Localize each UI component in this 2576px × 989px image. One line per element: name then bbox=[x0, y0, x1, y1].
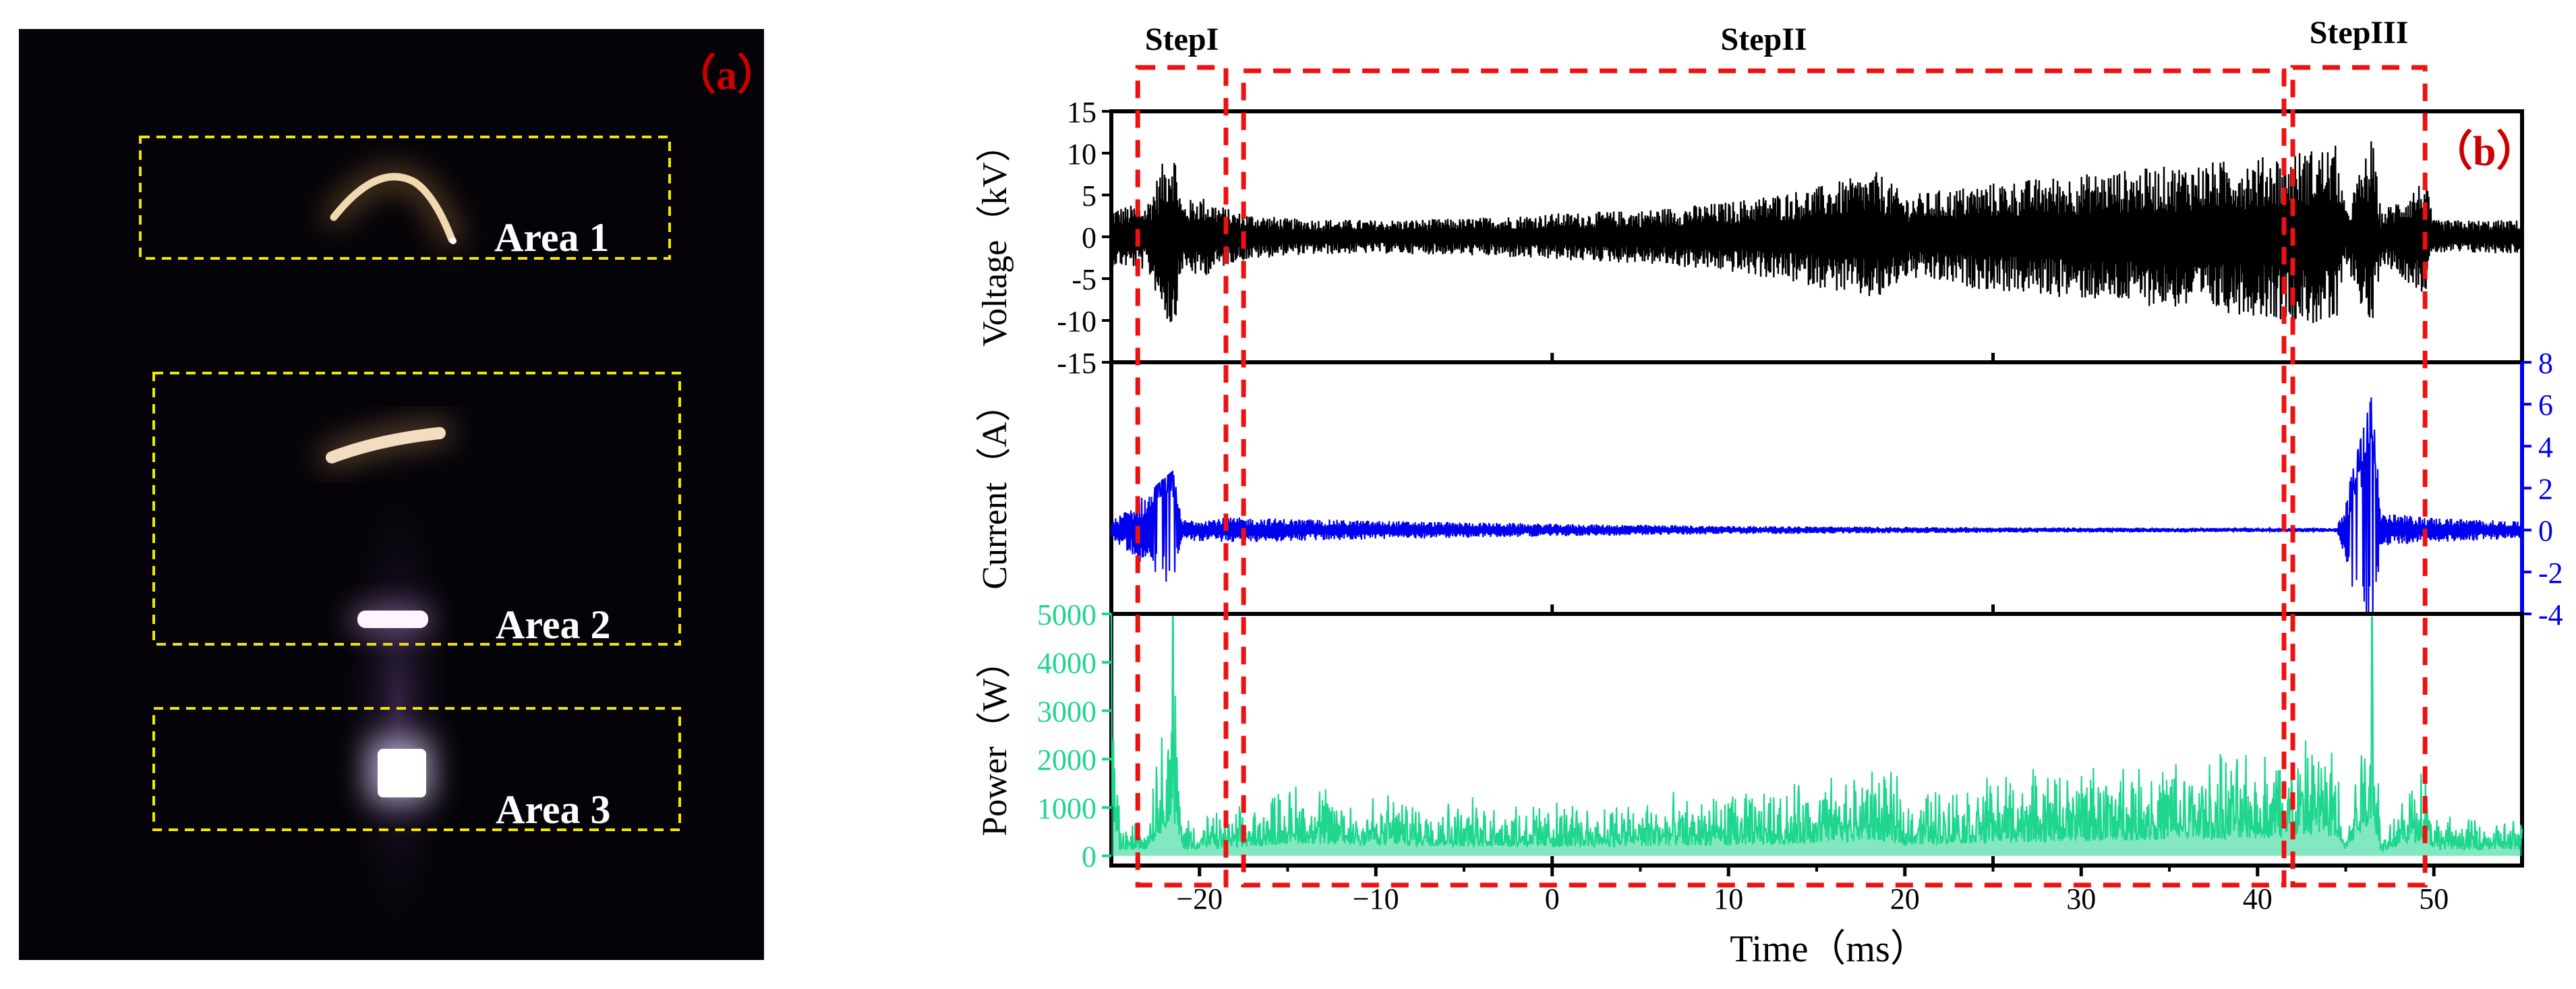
x-axis-tick-label: 30 bbox=[2066, 882, 2096, 915]
panel-a-label: （a） bbox=[674, 51, 779, 98]
voltage-series-line bbox=[1110, 141, 2523, 323]
voltage-ytick-label: -15 bbox=[1057, 347, 1096, 380]
panel-b-label: （b） bbox=[2431, 128, 2538, 175]
power-series-line bbox=[1110, 613, 2523, 853]
area-2-lower-spot bbox=[357, 611, 428, 628]
voltage-ytick-label: -10 bbox=[1057, 305, 1096, 338]
x-axis-tick-label: −20 bbox=[1176, 882, 1223, 915]
step-box-1 bbox=[1135, 65, 1229, 888]
voltage-ytick-label: 10 bbox=[1067, 138, 1096, 171]
current-ytick-label: 0 bbox=[2538, 515, 2553, 548]
step-label-2: StepII bbox=[1721, 22, 1807, 57]
area-3-box bbox=[152, 707, 681, 831]
current-ytick-label: 4 bbox=[2538, 430, 2553, 463]
step-label-1: StepI bbox=[1145, 22, 1219, 57]
x-axis-tick-label: 20 bbox=[1890, 882, 1920, 915]
power-ytick-label: 1000 bbox=[1037, 792, 1096, 825]
area-3-label: Area 3 bbox=[496, 787, 611, 832]
x-axis-tick-label: 0 bbox=[1545, 882, 1560, 915]
current-ytick-label: 6 bbox=[2538, 389, 2553, 422]
current-ytick-label: -4 bbox=[2538, 598, 2563, 631]
power-ylabel: Power（W） bbox=[976, 644, 1014, 837]
current-series-line bbox=[1110, 397, 2523, 615]
area-2-arc-icon bbox=[326, 427, 446, 463]
step-box-3 bbox=[2290, 65, 2428, 888]
area-1-arc-icon bbox=[330, 173, 456, 244]
area-2-box bbox=[152, 372, 681, 646]
area-2-label: Area 2 bbox=[496, 602, 611, 647]
voltage-subplot: 15 10 5 0 -5 -10 -15 Voltage（kV） bbox=[976, 96, 2524, 380]
power-ytick-label: 3000 bbox=[1037, 695, 1096, 728]
area-3-spot bbox=[378, 749, 426, 797]
x-axis-tick-label: 40 bbox=[2243, 882, 2273, 915]
current-ylabel: Current（A） bbox=[976, 387, 1014, 589]
area-1-box bbox=[139, 136, 671, 260]
power-subplot: 5000 4000 3000 2000 1000 0 Power（W） bbox=[976, 598, 2524, 874]
panel-b-chart: 151050-5-10-15Voltage（kV）86420-2-4Curren… bbox=[976, 15, 2563, 970]
power-ytick-label: 2000 bbox=[1037, 743, 1096, 776]
current-plot-frame bbox=[1109, 360, 2524, 616]
area-1-label: Area 1 bbox=[494, 215, 610, 260]
panel-a-photo: Area 1 Area 2 Area 3 （a） bbox=[19, 29, 779, 965]
x-axis-tick-label: −10 bbox=[1353, 882, 1399, 915]
current-ytick-label: -2 bbox=[2538, 557, 2563, 590]
current-subplot: 8 6 4 2 0 -2 -4 Current（A） bbox=[976, 347, 2563, 631]
step-box-2 bbox=[1241, 68, 2287, 888]
power-ytick-label: 5000 bbox=[1037, 598, 1096, 631]
voltage-ytick-label: 15 bbox=[1067, 96, 1096, 129]
current-ytick-label: 2 bbox=[2538, 473, 2553, 506]
voltage-ytick-label: -5 bbox=[1072, 263, 1096, 296]
power-ytick-label: 4000 bbox=[1037, 647, 1096, 680]
x-axis-label: Time（ms） bbox=[1730, 928, 1928, 970]
x-axis-tick-label: 10 bbox=[1714, 882, 1743, 915]
step-label-3: StepIII bbox=[2310, 15, 2409, 51]
voltage-ytick-label: 5 bbox=[1082, 179, 1096, 213]
voltage-ytick-label: 0 bbox=[1082, 221, 1096, 254]
x-axis-tick-label: 50 bbox=[2419, 882, 2449, 915]
area-1-spark bbox=[450, 237, 457, 244]
current-ytick-label: 8 bbox=[2538, 347, 2553, 380]
voltage-ylabel: Voltage（kV） bbox=[976, 127, 1014, 346]
power-ytick-label: 0 bbox=[1082, 841, 1096, 874]
